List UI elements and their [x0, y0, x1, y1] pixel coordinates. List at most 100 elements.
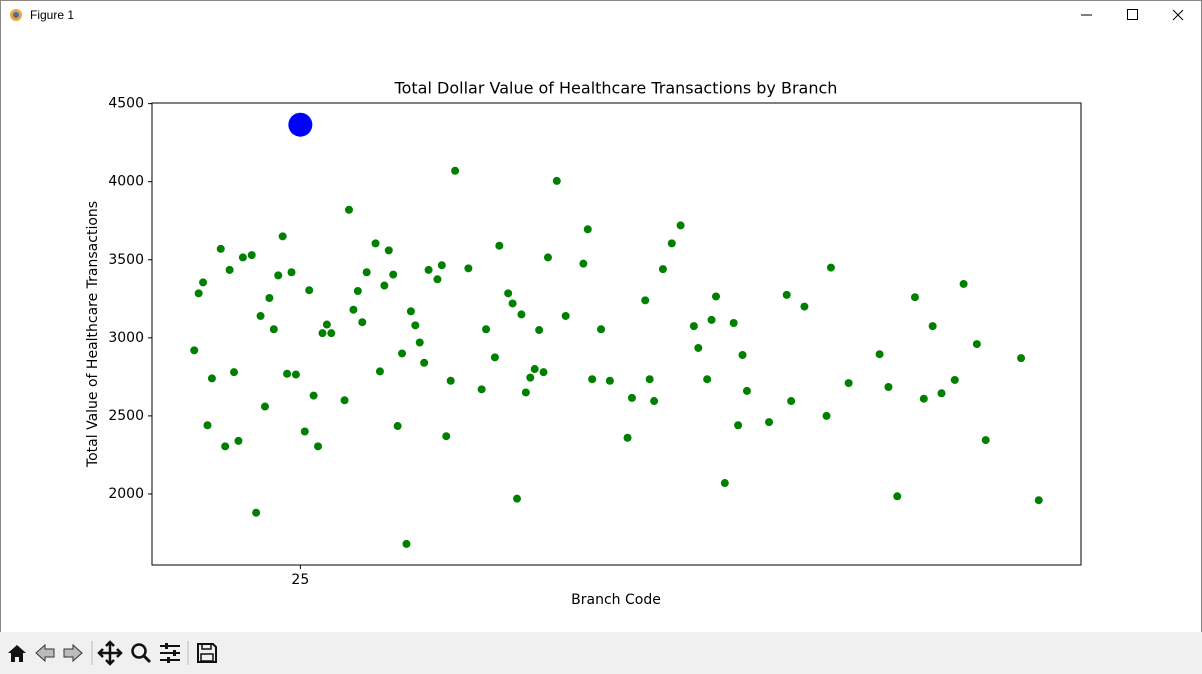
point [645, 375, 654, 384]
point [256, 311, 265, 320]
point [972, 340, 981, 349]
point [822, 411, 831, 420]
point [283, 369, 292, 378]
point [247, 251, 256, 260]
point [800, 302, 809, 311]
point [274, 271, 283, 280]
save-button[interactable] [197, 643, 217, 663]
home-button[interactable] [8, 645, 26, 662]
y-tick-label: 4500 [108, 96, 144, 112]
zoom-button[interactable] [131, 643, 152, 664]
point [309, 391, 318, 400]
point [658, 265, 667, 274]
point [252, 508, 261, 517]
point [937, 389, 946, 398]
point [216, 244, 225, 253]
point [234, 436, 243, 445]
point [260, 402, 269, 411]
point [893, 492, 902, 501]
point [689, 322, 698, 331]
point [694, 343, 703, 352]
point [844, 379, 853, 388]
back-button[interactable] [35, 643, 55, 663]
point [305, 286, 314, 295]
point [561, 311, 570, 320]
point [314, 442, 323, 451]
point [318, 329, 327, 338]
point [981, 436, 990, 445]
point [667, 239, 676, 248]
point [627, 393, 636, 402]
point [875, 350, 884, 359]
point [588, 375, 597, 384]
configure-button[interactable] [160, 643, 180, 663]
point [221, 442, 230, 451]
point [380, 281, 389, 290]
point [371, 239, 380, 248]
point [194, 289, 203, 298]
y-axis-label: Total Value of Healthcare Transactions [85, 201, 101, 468]
point [203, 421, 212, 430]
point [605, 376, 614, 385]
point [265, 294, 274, 303]
point [199, 278, 208, 287]
highlighted-point [288, 112, 313, 137]
point [424, 265, 433, 274]
point [623, 433, 632, 442]
point [393, 422, 402, 431]
x-axis-label: Branch Code [571, 592, 661, 608]
point [207, 374, 216, 383]
point [437, 261, 446, 270]
y-tick-label: 3000 [108, 330, 144, 346]
point [300, 427, 309, 436]
point [597, 325, 606, 334]
point [389, 270, 398, 279]
point [278, 232, 287, 241]
point [729, 318, 738, 327]
point [742, 386, 751, 395]
point [353, 286, 362, 295]
point [738, 351, 747, 359]
point [787, 397, 796, 406]
point [451, 166, 460, 175]
point [950, 375, 959, 384]
point [238, 253, 247, 262]
chart: Total Dollar Value of Healthcare Transac… [85, 79, 1082, 608]
point [349, 305, 358, 314]
point [446, 376, 455, 385]
toolbar [0, 632, 1202, 674]
point [384, 246, 393, 255]
point [190, 346, 199, 355]
point [495, 241, 504, 250]
point [517, 310, 526, 319]
point [508, 299, 517, 308]
point [362, 268, 371, 277]
forward-button[interactable] [63, 643, 83, 663]
point [526, 373, 535, 382]
point [535, 326, 544, 335]
point [552, 176, 561, 185]
point [919, 394, 928, 403]
y-tick-label: 2000 [108, 486, 144, 502]
point [464, 264, 473, 273]
maximize-button[interactable] [1127, 9, 1138, 20]
close-button[interactable] [1172, 9, 1184, 21]
point [650, 397, 659, 406]
y-tick-label: 4000 [108, 174, 144, 190]
point [340, 396, 349, 405]
point [765, 418, 774, 427]
point [402, 539, 411, 548]
point [513, 494, 522, 503]
point [782, 290, 791, 299]
point [225, 265, 234, 274]
pan-button[interactable] [97, 640, 123, 666]
point [641, 296, 650, 305]
point [504, 289, 513, 298]
point [358, 318, 367, 327]
point [1017, 354, 1026, 363]
point [477, 385, 486, 394]
point [521, 388, 530, 397]
point [884, 383, 893, 392]
point [707, 315, 716, 324]
